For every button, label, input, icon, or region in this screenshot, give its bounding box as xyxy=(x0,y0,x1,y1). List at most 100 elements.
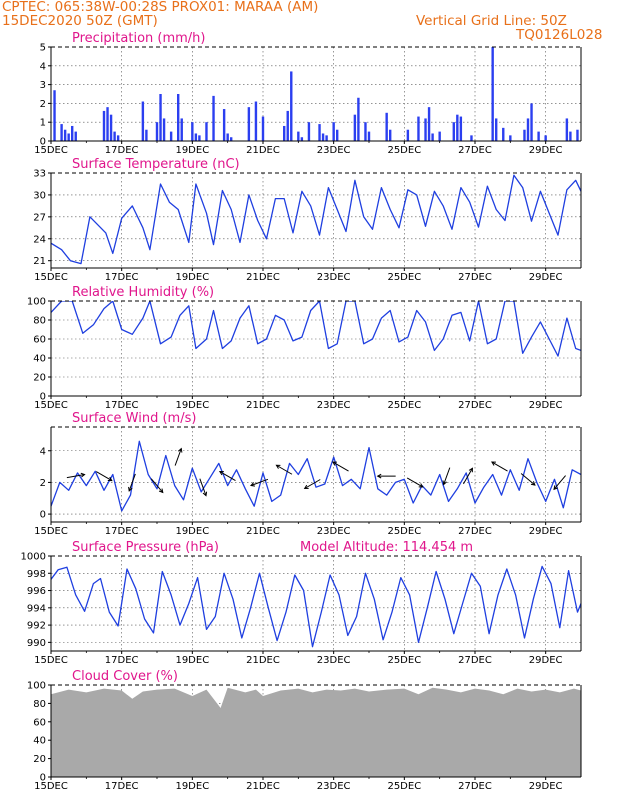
rh-xtick-label: 15DEC xyxy=(34,400,68,411)
wind-vector-head xyxy=(158,488,164,494)
wind-vector-head xyxy=(202,491,208,497)
wind-vector-head xyxy=(418,483,424,488)
wind-xtick-label: 29DEC xyxy=(529,526,563,537)
wind-vector-head xyxy=(128,486,133,492)
wind-ytick-label: 2 xyxy=(40,478,46,489)
pressure-ytick-label: 1000 xyxy=(21,552,46,563)
precip-bar xyxy=(367,131,371,141)
wind-xtick-label: 27DEC xyxy=(458,526,492,537)
wind-vector xyxy=(219,471,236,482)
wind-vector-head xyxy=(218,471,224,476)
precip-xtick-label: 27DEC xyxy=(458,145,492,156)
wind-vector xyxy=(332,461,349,472)
precip-bar xyxy=(530,103,533,141)
precip-bar xyxy=(162,118,166,141)
precip-bar xyxy=(307,122,311,141)
precip-xtick-label: 19DEC xyxy=(175,145,209,156)
pressure-xtick-label: 25DEC xyxy=(387,655,421,666)
precip-bar xyxy=(389,129,392,141)
rh-xtick-label: 25DEC xyxy=(387,400,421,411)
precip-bar xyxy=(318,124,321,141)
pressure-ytick-label: 998 xyxy=(27,569,46,580)
precip-bar xyxy=(406,129,410,141)
precip-bar xyxy=(230,137,233,141)
temp-xtick-label: 29DEC xyxy=(529,272,563,283)
rh-xtick-label: 29DEC xyxy=(529,400,563,411)
precip-bar xyxy=(283,125,286,141)
temp-ytick-label: 30 xyxy=(33,190,46,201)
rh-line xyxy=(51,301,581,357)
precip-bar xyxy=(495,118,498,141)
precip-bar xyxy=(177,94,180,141)
temp-title: Surface Temperature (nC) xyxy=(72,157,240,172)
precip-xtick-label: 17DEC xyxy=(105,145,139,156)
precip-bar xyxy=(537,131,540,141)
precip-bar xyxy=(159,94,162,141)
precip-bar xyxy=(456,114,459,141)
precip-bar xyxy=(336,129,339,141)
precip-xtick-label: 23DEC xyxy=(317,145,351,156)
wind-vector-head xyxy=(177,447,183,453)
precip-bar xyxy=(569,131,572,141)
wind-xtick-label: 21DEC xyxy=(246,526,280,537)
precip-bar xyxy=(300,137,304,141)
cloud-xtick-label: 23DEC xyxy=(317,781,351,792)
precip-bar xyxy=(67,133,70,141)
precip-bar xyxy=(169,131,173,141)
cloud-xtick-label: 15DEC xyxy=(34,781,68,792)
pressure-ytick-label: 992 xyxy=(27,621,46,632)
wind-vector-head xyxy=(491,461,496,466)
precip-bar xyxy=(321,133,325,141)
cloud-xtick-label: 21DEC xyxy=(246,781,280,792)
temp-xtick-label: 27DEC xyxy=(458,272,492,283)
precip-bar xyxy=(357,97,360,141)
cloud-xtick-label: 17DEC xyxy=(105,781,139,792)
rh-title: Relative Humidity (%) xyxy=(72,285,214,300)
wind-vector-head xyxy=(553,485,558,491)
temp-ytick-label: 21 xyxy=(33,256,46,267)
pressure-xtick-label: 21DEC xyxy=(246,655,280,666)
precip-bar xyxy=(205,122,208,141)
wind-vector xyxy=(443,467,451,485)
precip-bar xyxy=(424,118,427,141)
wind-ytick-label: 4 xyxy=(40,446,46,457)
temp-xtick-label: 17DEC xyxy=(105,272,139,283)
precip-bar xyxy=(102,110,106,141)
cloud-title: Cloud Cover (%) xyxy=(72,669,178,684)
cloud-xtick-label: 25DEC xyxy=(387,781,421,792)
precip-bar xyxy=(63,129,67,141)
wind-vector-head xyxy=(250,482,256,487)
cloud-panel: 0 20 40 60 80 100 15DEC 17DEC 19DEC 21DEC 23DEC 25D… xyxy=(27,669,582,792)
temp-xtick-label: 19DEC xyxy=(175,272,209,283)
rh-xtick-label: 19DEC xyxy=(175,400,209,411)
precip-bar xyxy=(155,122,159,141)
precip-bar xyxy=(290,71,293,141)
temp-ytick-label: 27 xyxy=(33,212,46,223)
precip-bar xyxy=(286,110,289,141)
precip-bar xyxy=(325,135,328,141)
precip-bar xyxy=(191,122,194,141)
wind-vector xyxy=(553,475,566,490)
precip-bar xyxy=(509,135,512,141)
precip-bar xyxy=(113,131,116,141)
pressure-ytick-label: 994 xyxy=(27,603,46,614)
wind-title: Surface Wind (m/s) xyxy=(72,411,196,426)
station-info: CPTEC: 065:38W-00:28S PROX01: MARAA (AM) xyxy=(2,0,319,15)
precip-panel: 0 1 2 3 4 5 15DEC 17DEC 19DEC 21DEC 23DEC 25DEC 27DE… xyxy=(34,31,582,156)
cloud-xtick-label: 19DEC xyxy=(175,781,209,792)
pressure-panel: 990 992 994 996 998 1000 15DEC 17DEC 19DEC 21DEC 2… xyxy=(21,540,582,666)
wind-vector xyxy=(128,473,136,492)
precip-bar xyxy=(141,101,145,141)
precip-title: Precipitation (mm/h) xyxy=(72,31,205,46)
precip-bar xyxy=(261,116,265,141)
pressure-subtitle: Model Altitude: 114.454 m xyxy=(300,540,473,555)
precip-ytick-label: 1 xyxy=(40,118,46,129)
wind-panel: 0 2 4 15DEC 17DEC 19DEC 21DEC 23DEC 25DEC 27DEC 29… xyxy=(34,411,582,537)
precip-xtick-label: 25DEC xyxy=(387,145,421,156)
precip-ytick-label: 4 xyxy=(40,61,46,72)
precip-bar xyxy=(297,131,300,141)
wind-vector xyxy=(95,471,113,482)
precip-xtick-label: 21DEC xyxy=(246,145,280,156)
precip-bar xyxy=(452,122,455,141)
rh-xtick-label: 21DEC xyxy=(246,400,280,411)
